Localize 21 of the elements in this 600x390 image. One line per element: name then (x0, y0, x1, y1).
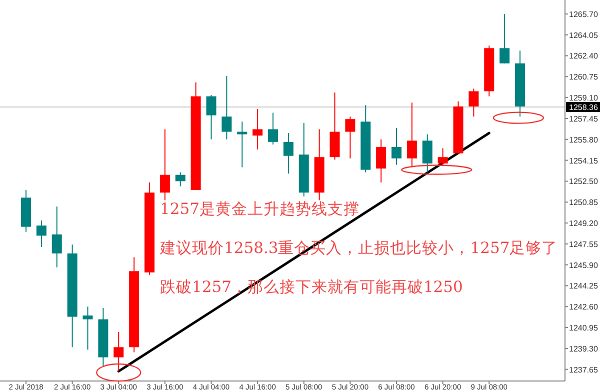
y-tick-label: 1244.25 (569, 282, 598, 291)
y-tick-label: 1265.70 (569, 10, 598, 19)
ref-line-label: 1258.36 (569, 102, 598, 112)
y-tick-label: 1262.40 (569, 52, 598, 61)
y-tick-label: 1250.85 (569, 198, 598, 208)
annotation: 建议现价1258.3重仓买入，止损也比较小，1257足够了 (159, 239, 558, 257)
y-tick-label: 1242.60 (569, 302, 598, 312)
y-tick-label: 1239.30 (569, 344, 598, 354)
y-tick-label: 1254.15 (569, 156, 598, 166)
y-tick-label: 1247.55 (569, 240, 598, 249)
y-tick-label: 1259.10 (569, 94, 598, 103)
y-tick-label: 1240.95 (569, 324, 598, 333)
y-tick-label: 1245.90 (569, 260, 598, 270)
y-tick-label: 1257.45 (569, 114, 598, 124)
y-tick-label: 1260.75 (569, 72, 598, 82)
y-tick-label: 1237.65 (569, 365, 598, 374)
y-tick-label: 1255.80 (569, 135, 598, 144)
y-tick-label: 1264.05 (569, 30, 598, 40)
annotation: 1257是黄金上升趋势线支撑 (160, 200, 360, 218)
y-tick-label: 1252.50 (569, 177, 598, 186)
y-tick-label: 1249.20 (569, 219, 598, 228)
